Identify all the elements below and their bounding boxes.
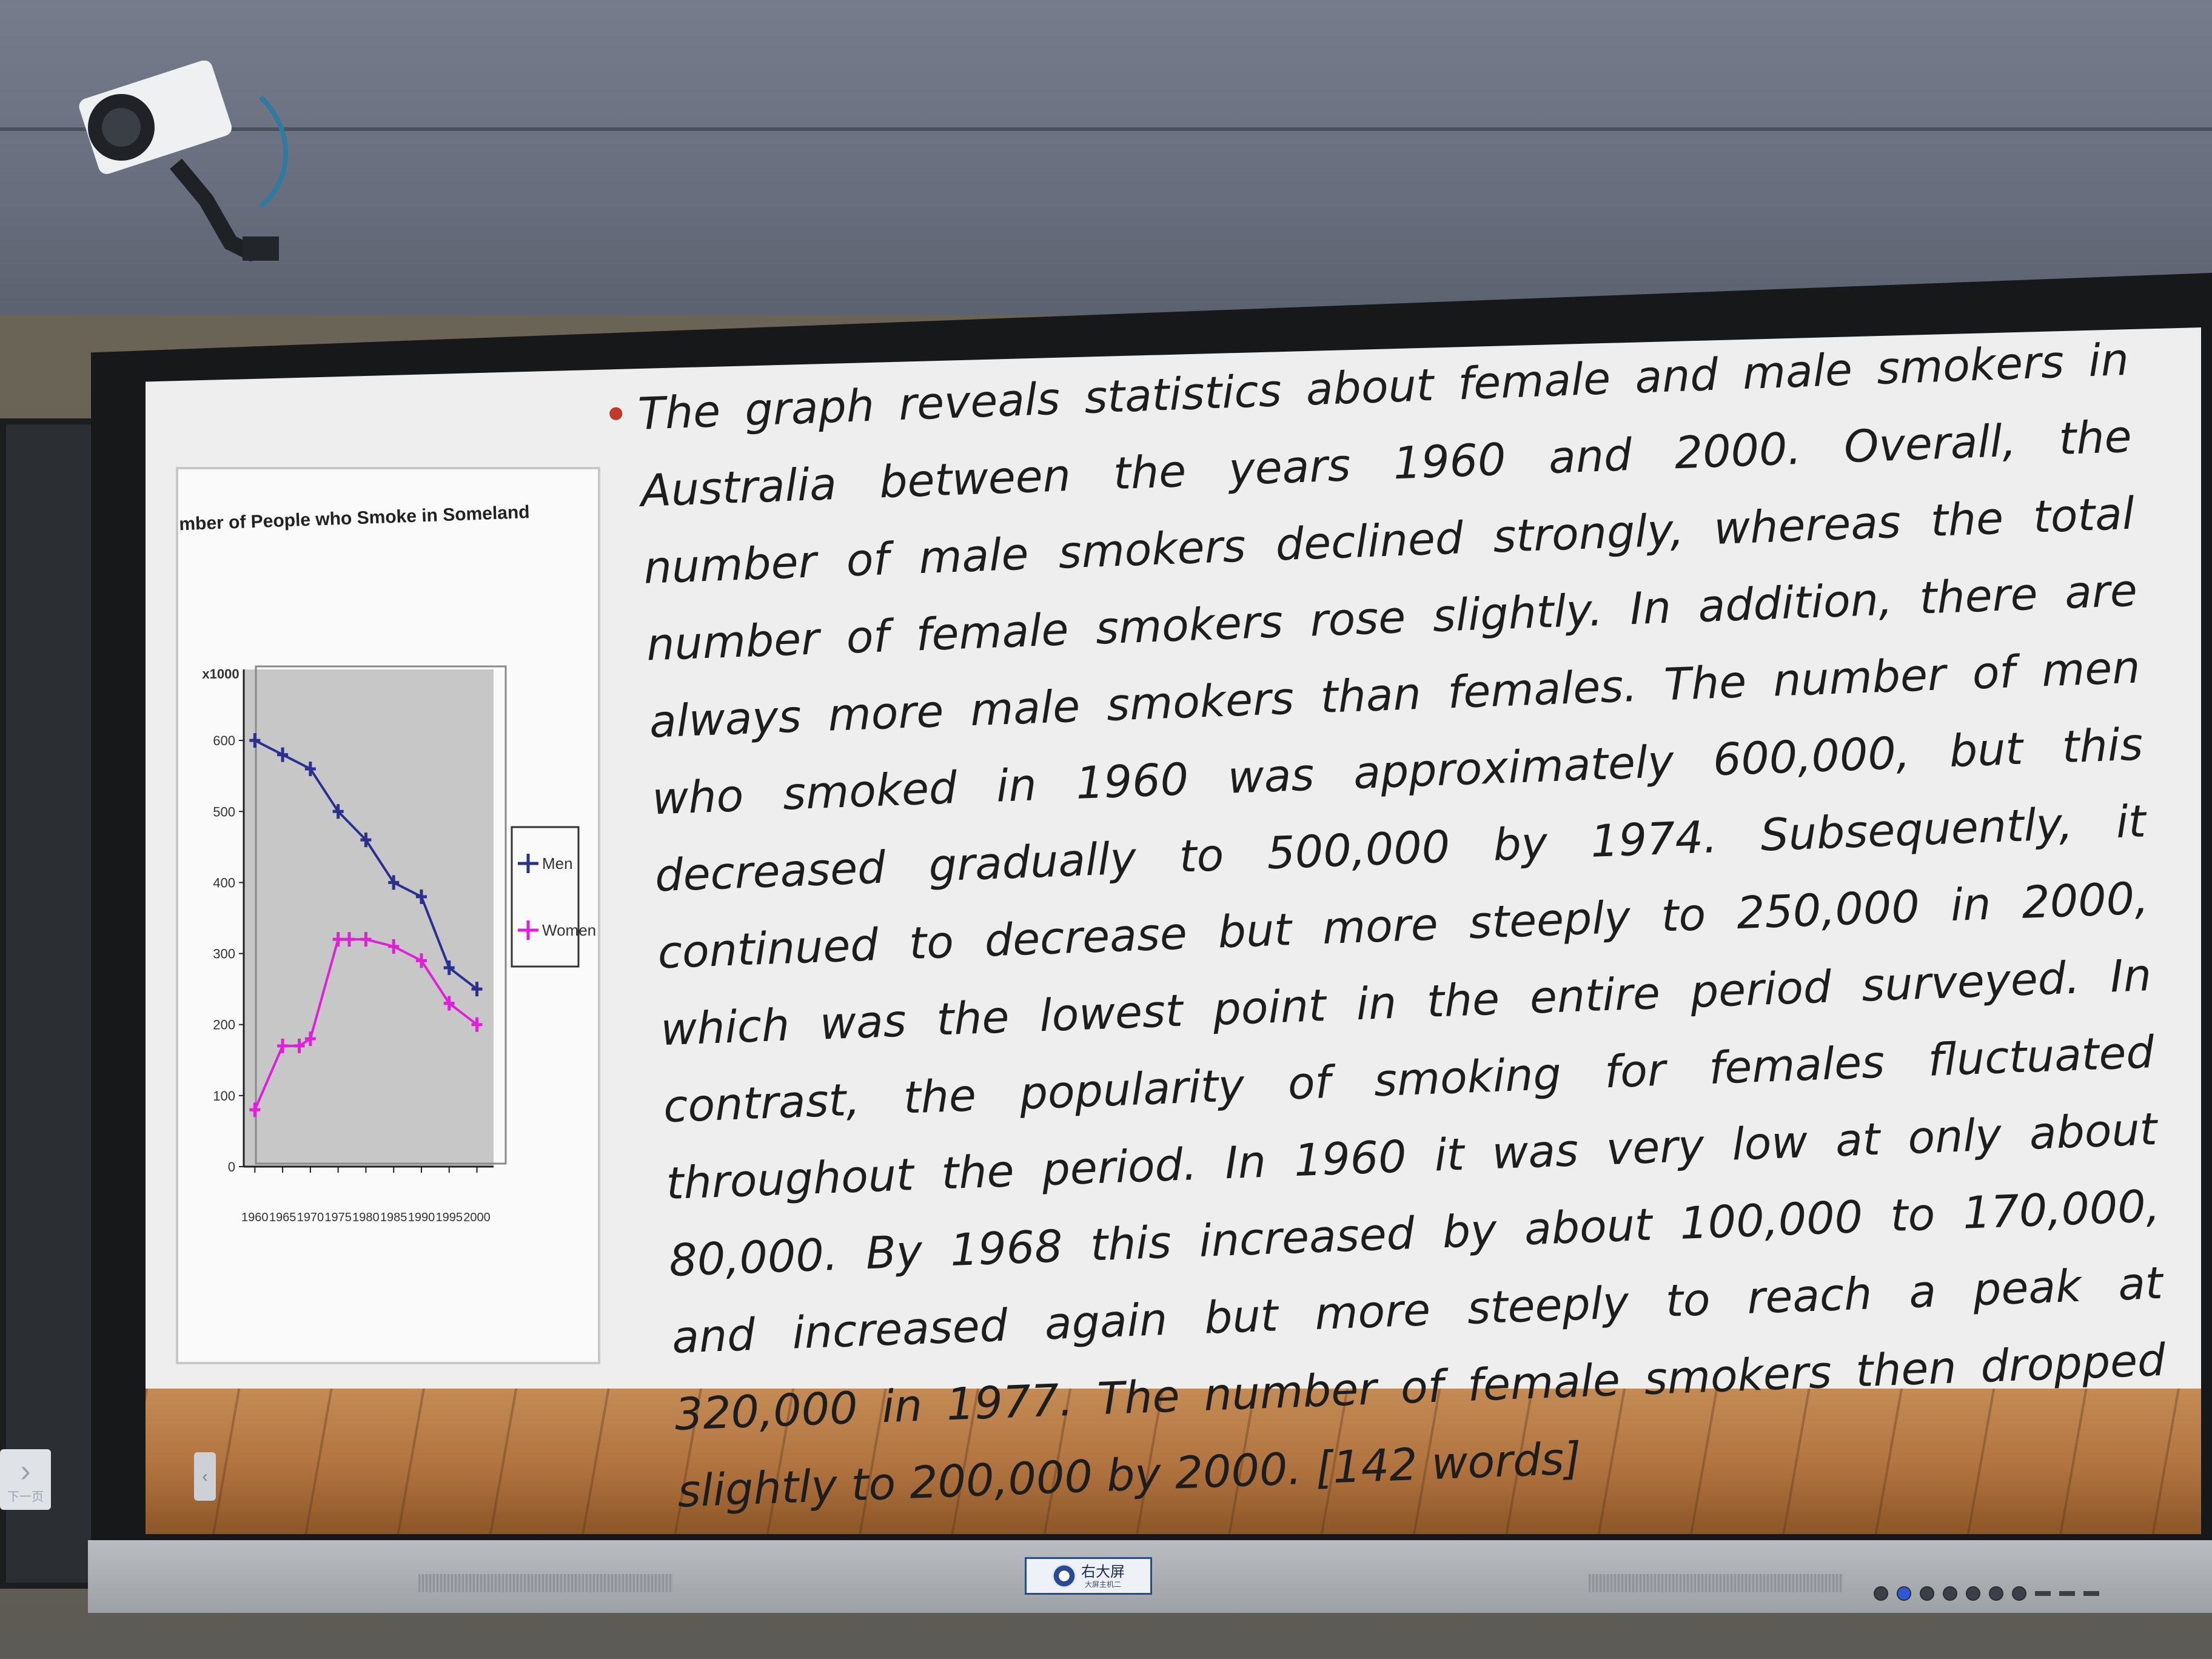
data-point-men xyxy=(443,960,455,975)
power-led[interactable] xyxy=(1874,1586,1888,1601)
x-tick-label: 1970 xyxy=(297,1211,324,1224)
control-button[interactable] xyxy=(1966,1586,1980,1601)
plot-frame xyxy=(255,665,507,1165)
chart-title: The Number of People who Smoke in Somela… xyxy=(178,502,530,537)
x-tick-label: 1975 xyxy=(324,1211,352,1224)
tv-control-leds xyxy=(1874,1586,2099,1601)
ceiling-seam xyxy=(0,127,2212,131)
x-tick-label: 1990 xyxy=(408,1211,435,1224)
slide-prev-tab[interactable]: ‹ xyxy=(194,1452,216,1501)
description-paragraph: • The graph reveals statistics about fem… xyxy=(602,321,2170,1530)
legend-box xyxy=(511,826,580,968)
y-tick-label: 300 xyxy=(213,947,235,962)
data-point-women xyxy=(388,939,400,954)
data-point-men xyxy=(388,875,400,890)
next-page-button[interactable]: › 下一页 xyxy=(0,1449,51,1510)
y-tick-label: 600 xyxy=(213,733,235,748)
data-point-men xyxy=(332,804,344,819)
legend-marker-women xyxy=(518,920,538,940)
y-tick-label: 0 xyxy=(228,1159,235,1175)
bullet-icon: • xyxy=(602,389,630,442)
control-button[interactable] xyxy=(2012,1586,2026,1601)
tv-badge: 右大屏 大屏主机二 xyxy=(1025,1557,1152,1595)
data-point-women xyxy=(415,953,427,968)
data-point-men xyxy=(415,889,427,904)
plot-area xyxy=(244,669,494,1167)
chevron-right-icon: › xyxy=(20,1453,31,1489)
y-tick-label: 500 xyxy=(213,804,235,819)
data-point-women xyxy=(343,932,355,947)
data-point-men xyxy=(277,747,289,762)
wood-floor-background xyxy=(146,1389,2201,1534)
data-point-men xyxy=(304,762,316,776)
line-chart: The Number of People who Smoke in Somela… xyxy=(178,502,596,1224)
control-button[interactable] xyxy=(1943,1586,1957,1601)
data-point-women xyxy=(304,1031,316,1047)
next-page-label: 下一页 xyxy=(7,1490,44,1504)
status-led xyxy=(1897,1586,1911,1601)
data-point-women xyxy=(443,996,455,1011)
data-point-women xyxy=(360,932,372,947)
x-tick-label: 1965 xyxy=(269,1211,297,1224)
data-point-men xyxy=(360,833,372,848)
badge-main-label: 右大屏 xyxy=(1081,1563,1125,1580)
school-logo-icon xyxy=(1052,1564,1076,1588)
data-point-women xyxy=(471,1017,483,1032)
data-point-men xyxy=(249,733,261,748)
legend-marker-men xyxy=(518,854,538,873)
data-point-men xyxy=(471,982,483,997)
y-tick-label: 100 xyxy=(213,1088,235,1104)
y-tick-label: 200 xyxy=(213,1017,235,1033)
x-tick-label: 1985 xyxy=(380,1211,407,1224)
legend-label-men: Men xyxy=(542,854,573,873)
control-slot xyxy=(2035,1591,2051,1596)
x-tick-label: 1995 xyxy=(436,1211,463,1224)
security-camera xyxy=(79,61,289,262)
speaker-grille-left xyxy=(418,1574,673,1592)
chart-panel: The Number of People who Smoke in Somela… xyxy=(176,467,600,1364)
control-slot xyxy=(2059,1591,2075,1596)
data-point-women xyxy=(249,1102,261,1118)
x-tick-label: 1960 xyxy=(241,1211,269,1224)
control-button[interactable] xyxy=(1989,1586,2003,1601)
x-tick-label: 2000 xyxy=(463,1211,491,1224)
data-point-women xyxy=(293,1038,305,1053)
ceiling xyxy=(0,0,2212,340)
data-point-women xyxy=(332,932,344,947)
control-button[interactable] xyxy=(1920,1586,1934,1601)
speaker-grille-right xyxy=(1589,1574,1843,1592)
control-slot xyxy=(2083,1591,2099,1596)
y-tick-label: 400 xyxy=(213,875,235,890)
y-axis-unit-label: x1000 xyxy=(202,666,239,682)
legend-label-women: Women xyxy=(542,921,596,939)
data-point-women xyxy=(277,1038,289,1053)
badge-sub-label: 大屏主机二 xyxy=(1084,1580,1121,1589)
x-tick-label: 1980 xyxy=(352,1211,380,1224)
